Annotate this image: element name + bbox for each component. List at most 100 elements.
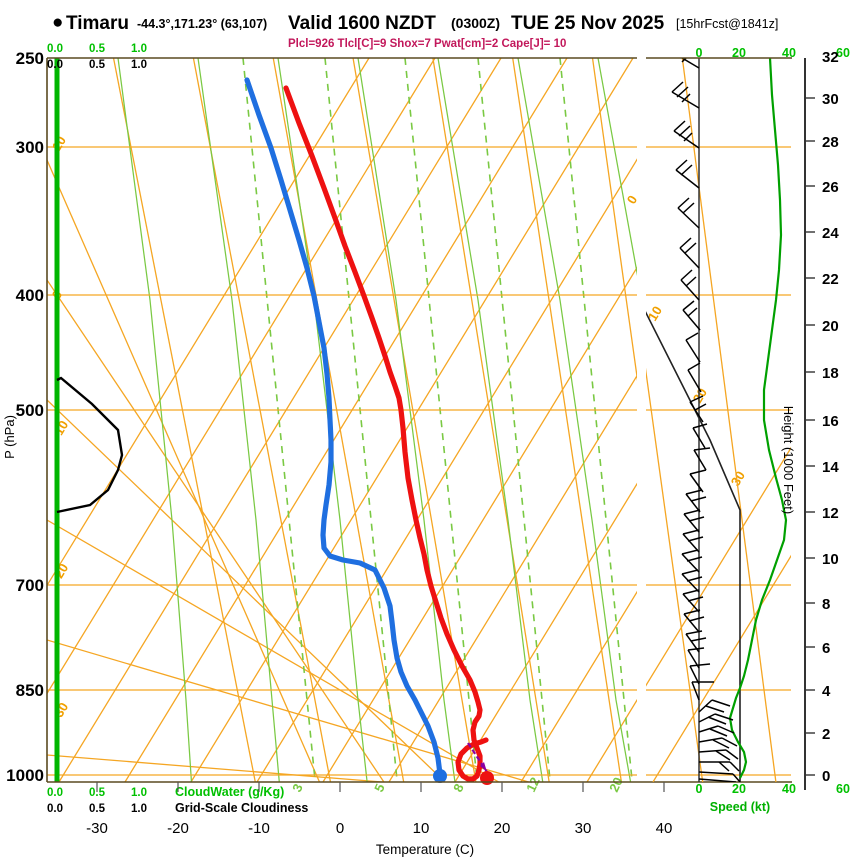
wind-barb (682, 300, 701, 331)
temperature-tick-20: 20 (494, 820, 511, 837)
temperature-tick--30: -30 (86, 820, 108, 837)
plot-frame (46, 57, 792, 783)
temperature-axis-label: Temperature (C) (376, 842, 474, 857)
temperature-axis: -30 -20 -10 0 10 20 30 40 Temperature (C… (86, 782, 672, 857)
height-tick-20: 20 (822, 318, 839, 335)
isotherm-lines (47, 58, 637, 782)
speed-tick-top-0: 0 (696, 46, 703, 60)
isotherm-label-group: 10 0 -10 -20 -30 0 10 20 30 (49, 133, 748, 723)
speed-tick-top-60: 60 (836, 46, 850, 60)
wind-barb (682, 529, 704, 553)
pressure-tick-300: 300 (16, 138, 44, 157)
speed-tick-bot-0: 0 (696, 782, 703, 796)
dewpoint-curve (244, 77, 443, 777)
cloudwater-axis-label: CloudWater (g/Kg) (175, 785, 284, 799)
height-tick-4: 4 (822, 683, 831, 700)
valid-date: TUE 25 Nov 2025 (511, 13, 665, 34)
pressure-axis: 250 300 400 500 700 850 1000 P (hPa) (2, 49, 44, 785)
station-name: Timaru (66, 13, 129, 34)
mixing-ratio-label-2: 8 (450, 781, 467, 794)
temperature-curve (283, 85, 489, 782)
height-tick-26: 26 (822, 179, 839, 196)
temperature-tick-0: 0 (336, 820, 344, 837)
valid-utc: (0300Z) (451, 15, 500, 31)
wind-panel-grid (646, 58, 791, 782)
height-tick-14: 14 (822, 459, 839, 476)
sounding-curves (244, 77, 489, 782)
temperature-ticks (96, 782, 665, 792)
pressure-tick-500: 500 (16, 401, 44, 420)
wind-barb (689, 395, 707, 423)
wind-barb (685, 489, 707, 513)
height-tick-12: 12 (822, 505, 839, 522)
speed-scale-top: 0 20 40 60 (696, 46, 850, 60)
isotherm-label-3: -20 (49, 561, 72, 585)
mixing-ratio-label-4: 20 (606, 775, 626, 794)
mixing-ratio-label-3: 12 (523, 775, 543, 794)
height-tick-0: 0 (822, 768, 830, 785)
height-tick-28: 28 (822, 134, 839, 151)
wind-barb (692, 423, 708, 449)
cloudwater-scale-top: 0.0 0.5 1.0 (47, 43, 147, 55)
pressure-tick-850: 850 (16, 681, 44, 700)
cloudiness-tick-top-2: 1.0 (131, 59, 147, 71)
wind-barb (671, 81, 700, 109)
wind-barb (693, 447, 711, 471)
isotherm-label-2: -10 (49, 418, 72, 442)
speed-tick-top-40: 40 (782, 46, 796, 60)
speed-tick-bot-40: 40 (782, 782, 796, 796)
wind-barb (699, 761, 740, 772)
isotherm-label-5: 0 (624, 193, 641, 207)
cloudiness-tick-top-0: 0.0 (47, 59, 63, 71)
pressure-tick-250: 250 (16, 49, 44, 68)
temperature-tick--20: -20 (167, 820, 189, 837)
isotherm-label-8: 30 (728, 468, 748, 488)
temperature-tick--10: -10 (248, 820, 270, 837)
wind-barb (698, 749, 739, 761)
station-coords: -44.3°,171.23° (63,107) (137, 17, 267, 31)
pressure-axis-label: P (hPa) (2, 415, 17, 459)
speed-scale-bottom: 0 20 40 60 Speed (kt) (696, 782, 850, 814)
cloudiness-axis-label: Grid-Scale Cloudiness (175, 801, 308, 815)
wind-barb (698, 725, 735, 737)
station-bullet: ● (52, 12, 63, 33)
valid-time: Valid 1600 NZDT (288, 13, 436, 34)
wind-barb (679, 237, 700, 269)
wind-barb (687, 362, 702, 393)
cloudiness-tick-bot-1: 0.5 (89, 803, 106, 815)
isotherm-label-4: -30 (49, 700, 72, 724)
surface-temperature-marker (480, 771, 494, 785)
speed-tick-top-20: 20 (732, 46, 746, 60)
wind-barb (691, 681, 714, 701)
speed-tick-bot-20: 20 (732, 782, 746, 796)
wind-panel-outline (646, 311, 741, 782)
height-axis: 0 2 4 6 8 10 12 14 16 18 20 22 24 26 28 … (781, 49, 839, 790)
wind-barb (698, 771, 741, 782)
height-tick-10: 10 (822, 551, 839, 568)
cloudiness-scale-top: 0.0 0.5 1.0 (47, 59, 147, 71)
wind-barb (689, 663, 711, 685)
temperature-tick-10: 10 (413, 820, 430, 837)
wind-barb (689, 469, 707, 493)
wind-barb (675, 159, 700, 189)
wind-barb (680, 58, 700, 69)
sounding-stats: Plcl=926 Tlcl[C]=9 Shox=7 Pwat[cm]=2 Cap… (288, 38, 566, 50)
surface-dewpoint-marker (433, 769, 447, 783)
cloudwater-tick-bot-0: 0.0 (47, 787, 63, 799)
wind-barb (698, 737, 738, 749)
cloudwater-scale-bottom: 0.0 0.5 1.0 CloudWater (g/Kg) (47, 785, 284, 799)
speed-axis-label: Speed (kt) (710, 800, 770, 814)
cloudwater-tick-top-2: 1.0 (131, 43, 147, 55)
height-axis-label: Height (1000 Feet) (781, 406, 796, 514)
wind-barb-group (671, 58, 741, 782)
height-tick-2: 2 (822, 726, 830, 743)
cloudiness-tick-bot-0: 0.0 (47, 803, 63, 815)
mixing-ratio-lines (242, 58, 634, 782)
wind-barb (683, 609, 705, 633)
wind-barb (682, 589, 704, 613)
pressure-tick-1000: 1000 (6, 766, 44, 785)
skewt-grid (47, 58, 637, 782)
forecast-info: [15hrFcst@1841z] (676, 17, 778, 31)
